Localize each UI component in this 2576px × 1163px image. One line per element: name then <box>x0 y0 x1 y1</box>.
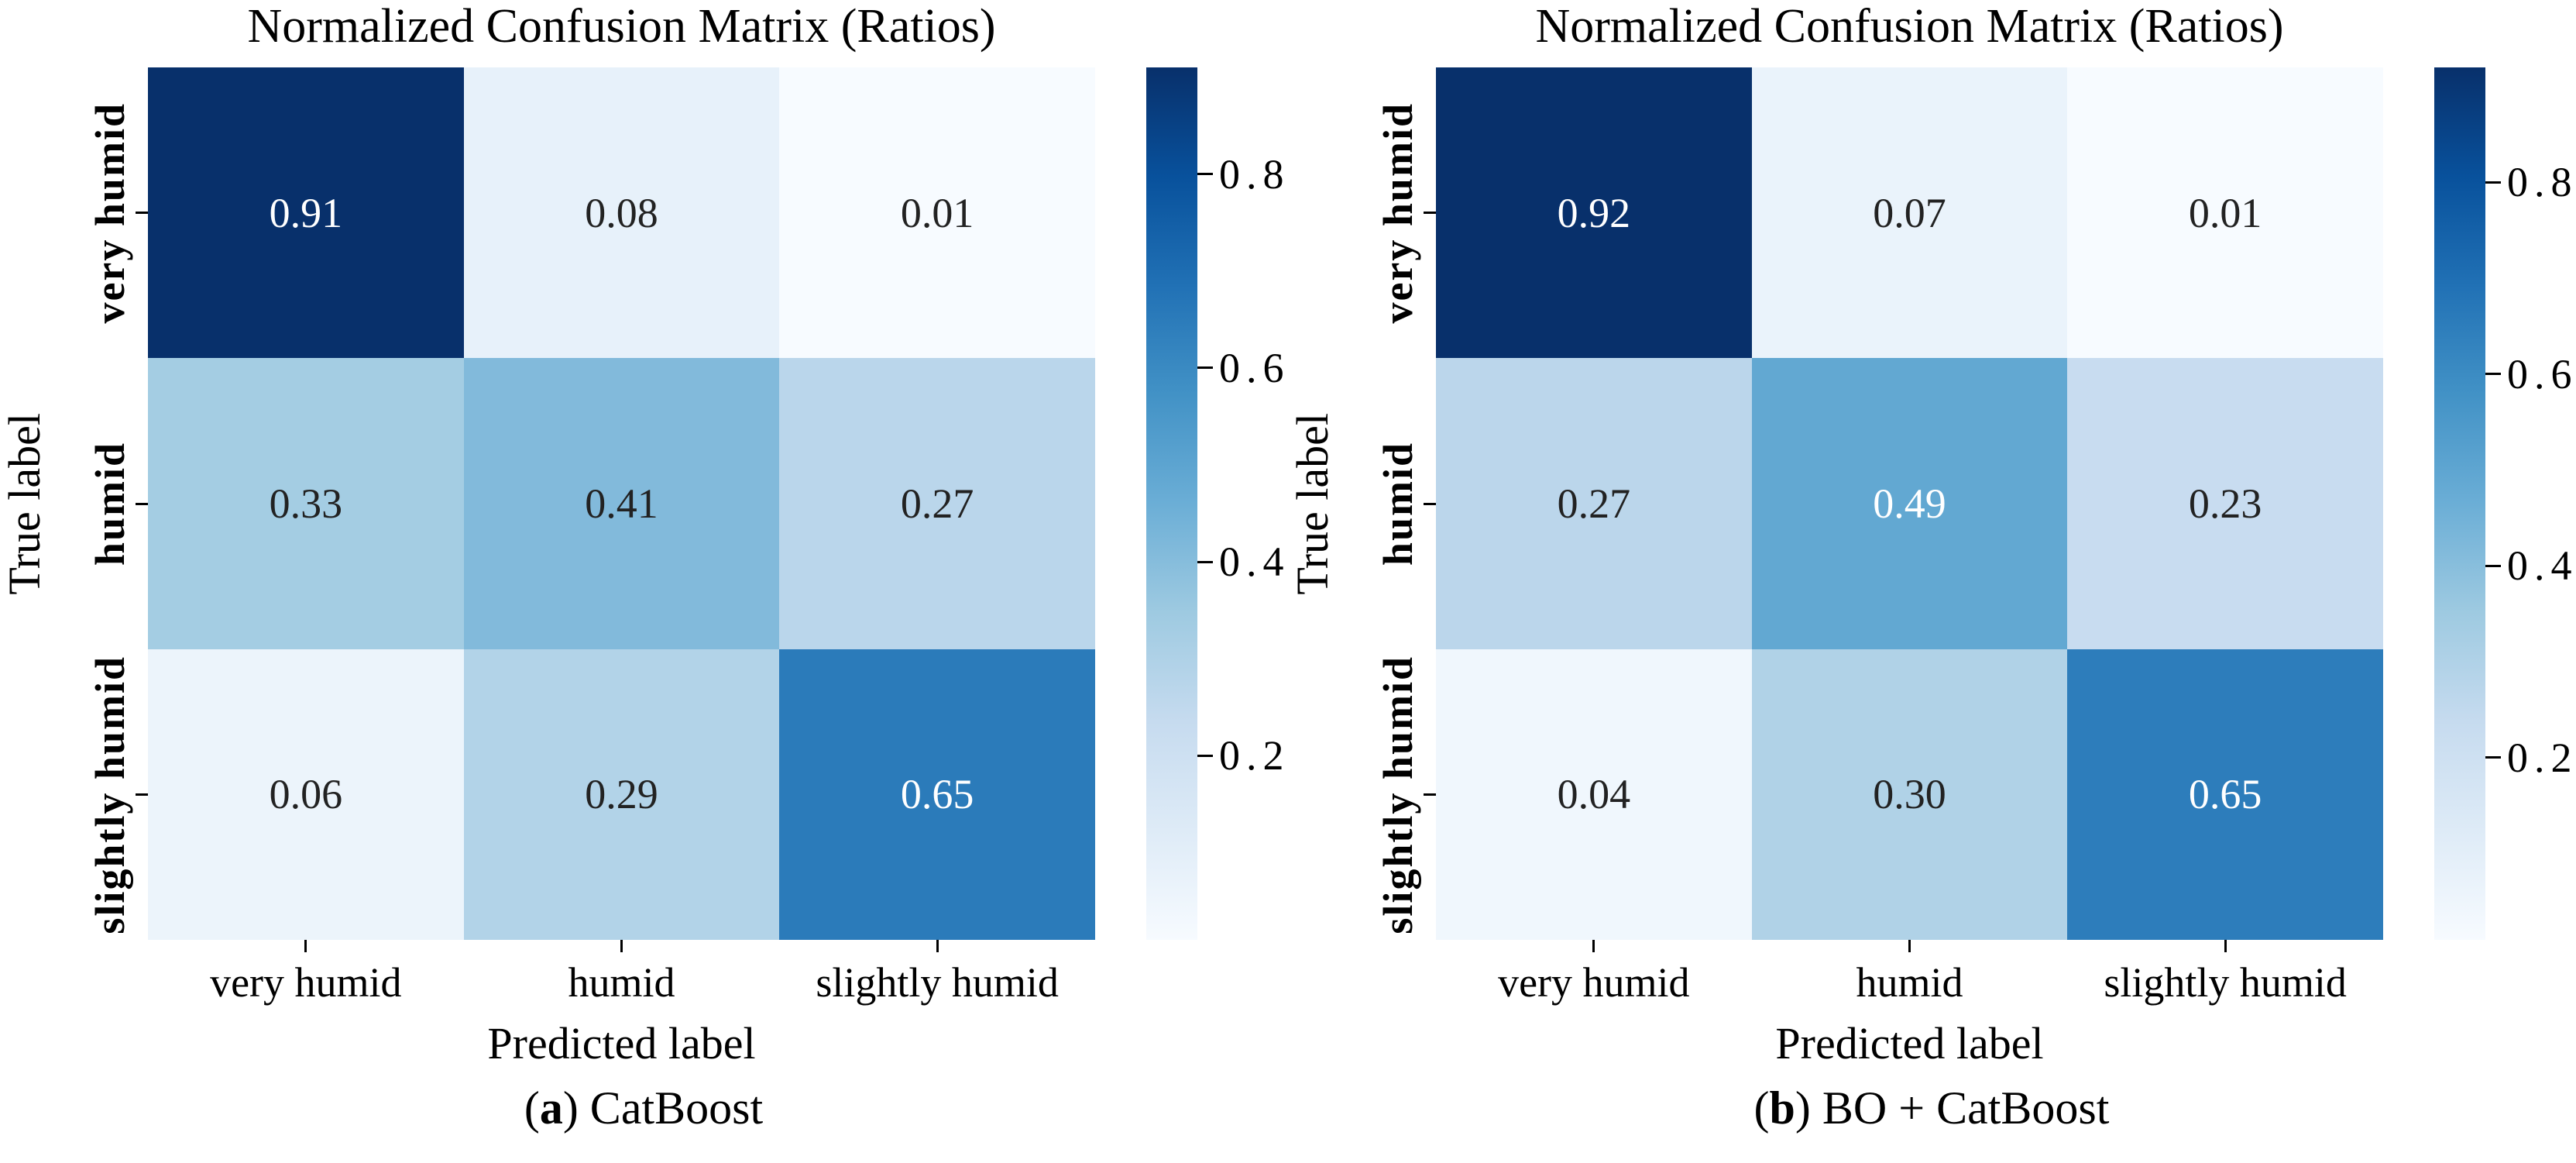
y-tick-label-0: very humid <box>87 102 133 324</box>
y-tick-label-wrap: very humid <box>69 67 134 358</box>
caption-open-paren: ( <box>1753 1082 1770 1134</box>
heatmap-cell-r0c0: 0.91 <box>148 67 464 359</box>
colorbar-tick-label: 0.6 <box>1219 344 1290 391</box>
colorbar-tick-mark <box>2485 181 2501 184</box>
heatmap-cell-r0c2: 0.01 <box>2067 67 2383 359</box>
colorbar-tick-label: 0.4 <box>1219 538 1290 586</box>
caption-open-paren: ( <box>524 1082 540 1134</box>
x-tick-label-1: humid <box>1856 959 1963 1006</box>
colorbar <box>1146 67 1197 940</box>
colorbar-tick-mark <box>1197 560 1213 563</box>
confusion-matrix-grid-a: 0.91 0.08 0.01 0.33 0.41 0.27 0.06 0.29 0.65 <box>148 67 1095 940</box>
y-tick-mark <box>136 793 148 796</box>
heatmap-cell-r2c2: 0.65 <box>779 649 1095 940</box>
y-tick-mark <box>1424 793 1436 796</box>
x-tick-mark <box>2224 940 2227 952</box>
x-tick-label-0: very humid <box>210 959 402 1006</box>
x-tick-label-2: slightly humid <box>816 959 1059 1006</box>
colorbar-tick-mark <box>2485 373 2501 376</box>
caption-text: ) BO + CatBoost <box>1795 1082 2110 1134</box>
chart-title: Normalized Confusion Matrix (Ratios) <box>247 0 996 53</box>
panel-a: Normalized Confusion Matrix (Ratios) Tru… <box>0 0 1290 1135</box>
heatmap-cell-r2c1: 0.30 <box>1751 649 2068 940</box>
heatmap-cell-r2c2: 0.65 <box>2067 649 2383 940</box>
y-tick-label-wrap: very humid <box>1357 67 1422 358</box>
heatmap-cell-r2c1: 0.29 <box>463 649 780 940</box>
heatmap-cell-r1c2: 0.27 <box>779 358 1095 649</box>
heatmap-cell-r0c1: 0.07 <box>1751 67 2068 359</box>
y-tick-mark <box>136 212 148 215</box>
colorbar-tick-label: 0.6 <box>2507 350 2576 397</box>
x-tick-label-0: very humid <box>1498 959 1690 1006</box>
colorbar <box>2434 67 2485 940</box>
heatmap-cell-r2c0: 0.04 <box>1436 649 1752 940</box>
confusion-matrix-grid-b: 0.92 0.07 0.01 0.27 0.49 0.23 0.04 0.30 0.65 <box>1436 67 2383 940</box>
y-tick-mark <box>1424 212 1436 215</box>
colorbar-tick-label: 0.8 <box>2507 159 2576 206</box>
x-tick-mark <box>304 940 307 952</box>
panel-b: Normalized Confusion Matrix (Ratios) Tru… <box>1287 0 2576 1163</box>
caption-letter: b <box>1769 1082 1795 1134</box>
heatmap-cell-r1c0: 0.27 <box>1436 358 1752 649</box>
y-tick-label-1: humid <box>1375 441 1421 566</box>
y-tick-label-wrap: slightly humid <box>69 649 134 940</box>
y-tick-mark <box>136 502 148 505</box>
x-tick-label-2: slightly humid <box>2104 959 2347 1006</box>
y-tick-label-0: very humid <box>1375 102 1421 324</box>
y-axis-label-wrap: True label <box>0 67 50 940</box>
x-tick-mark <box>620 940 623 952</box>
y-tick-label-2: slightly humid <box>1375 655 1421 934</box>
x-tick-label-1: humid <box>568 959 675 1006</box>
x-tick-mark <box>936 940 939 952</box>
y-tick-mark <box>1424 502 1436 505</box>
y-tick-label-wrap: humid <box>1357 358 1422 649</box>
x-tick-mark <box>1592 940 1595 952</box>
colorbar-tick-mark <box>2485 564 2501 567</box>
heatmap-cell-r1c1: 0.49 <box>1751 358 2068 649</box>
colorbar-tick-label: 0.2 <box>2507 734 2576 781</box>
colorbar-tick-label: 0.8 <box>1219 150 1290 198</box>
chart-title: Normalized Confusion Matrix (Ratios) <box>1535 0 2284 53</box>
subfigure-caption-a: (a) CatBoost <box>101 1082 1186 1135</box>
subfigure-caption-b: (b) BO + CatBoost <box>1389 1082 2474 1135</box>
heatmap-cell-r0c2: 0.01 <box>779 67 1095 359</box>
colorbar-tick-label: 0.2 <box>1219 732 1290 779</box>
y-tick-label-1: humid <box>87 441 133 566</box>
heatmap-cell-r1c2: 0.23 <box>2067 358 2383 649</box>
x-axis-label: Predicted label <box>487 1018 756 1068</box>
colorbar-tick-label: 0.4 <box>2507 542 2576 590</box>
x-axis-label: Predicted label <box>1775 1018 2044 1068</box>
colorbar-tick-mark <box>1197 173 1213 176</box>
caption-letter: a <box>539 1082 563 1134</box>
heatmap-cell-r0c1: 0.08 <box>463 67 780 359</box>
heatmap-cell-r1c0: 0.33 <box>148 358 464 649</box>
caption-text: ) CatBoost <box>562 1082 764 1134</box>
heatmap-cell-r1c1: 0.41 <box>463 358 780 649</box>
heatmap-cell-r0c0: 0.92 <box>1436 67 1752 359</box>
y-axis-label: True label <box>1286 412 1338 595</box>
y-axis-label: True label <box>0 412 50 595</box>
y-axis-label-wrap: True label <box>1287 67 1338 940</box>
heatmap-cell-r2c0: 0.06 <box>148 649 464 940</box>
y-tick-label-2: slightly humid <box>87 655 133 934</box>
y-tick-label-wrap: slightly humid <box>1357 649 1422 940</box>
y-tick-label-wrap: humid <box>69 358 134 649</box>
x-tick-mark <box>1908 940 1911 952</box>
colorbar-tick-mark <box>2485 756 2501 759</box>
colorbar-tick-mark <box>1197 366 1213 370</box>
colorbar-tick-mark <box>1197 754 1213 757</box>
